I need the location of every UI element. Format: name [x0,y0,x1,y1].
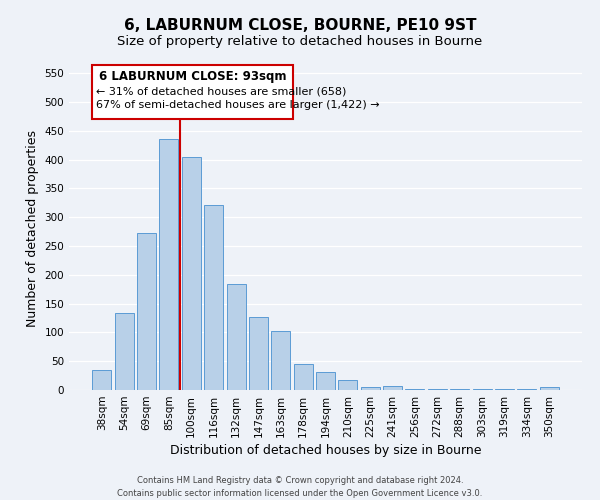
Bar [271,332,290,390]
Y-axis label: Number of detached properties: Number of detached properties [26,130,39,327]
Bar [293,364,313,390]
Text: 6, LABURNUM CLOSE, BOURNE, PE10 9ST: 6, LABURNUM CLOSE, BOURNE, PE10 9ST [124,18,476,32]
Bar [406,389,424,390]
Bar [383,386,402,390]
Text: Contains public sector information licensed under the Open Government Licence v3: Contains public sector information licen… [118,489,482,498]
Text: Size of property relative to detached houses in Bourne: Size of property relative to detached ho… [118,35,482,48]
Bar [249,317,268,390]
FancyBboxPatch shape [92,64,293,120]
Bar [160,140,178,390]
Bar [316,372,335,390]
Text: 6 LABURNUM CLOSE: 93sqm: 6 LABURNUM CLOSE: 93sqm [98,70,286,84]
Bar [539,387,559,390]
Bar [227,284,245,390]
Text: ← 31% of detached houses are smaller (658): ← 31% of detached houses are smaller (65… [96,86,347,97]
Bar [338,380,358,390]
Text: 67% of semi-detached houses are larger (1,422) →: 67% of semi-detached houses are larger (… [96,100,380,110]
Bar [92,370,112,390]
Bar [204,204,223,390]
Text: Contains HM Land Registry data © Crown copyright and database right 2024.: Contains HM Land Registry data © Crown c… [137,476,463,485]
X-axis label: Distribution of detached houses by size in Bourne: Distribution of detached houses by size … [170,444,481,457]
Bar [182,157,201,390]
Bar [115,314,134,390]
Bar [137,234,156,390]
Bar [361,387,380,390]
